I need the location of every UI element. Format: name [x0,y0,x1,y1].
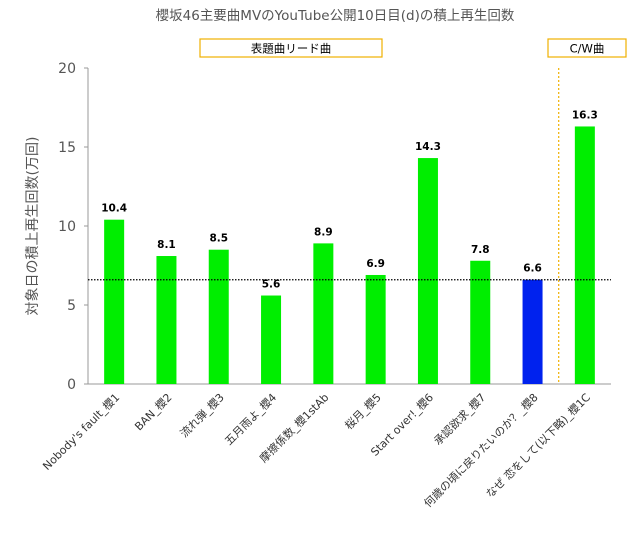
bar-9 [574,126,595,385]
group-label-0: 表題曲リード曲 [251,42,332,56]
chart-title: 櫻坂46主要曲MVのYouTube公開10日目(d)の積上再生回数 [156,7,515,24]
group-box-0 [199,38,383,58]
bar-2 [208,249,229,384]
x-tick-label-2: 流れ弾_櫻3 [177,390,227,440]
value-label-0: 10.4 [101,203,127,215]
value-label-4: 8.9 [314,226,333,238]
value-label-8: 6.6 [523,263,542,275]
y-axis-title: 対象日の積上再生回数(万回) [25,137,41,316]
y-tick-label-2: 10 [58,219,76,235]
x-tick-label-1: BAN_櫻2 [132,390,175,433]
value-label-1: 8.1 [157,239,176,251]
value-label-7: 7.8 [471,244,490,256]
value-label-9: 16.3 [572,109,598,121]
bar-4 [313,243,334,384]
bar-1 [156,256,177,384]
group-box-1 [547,38,627,58]
y-tick-label-4: 20 [58,61,76,77]
value-label-6: 14.3 [415,141,441,153]
x-tick-label-7: 承認欲求_櫻7 [431,390,489,448]
value-label-3: 5.6 [262,279,281,291]
bar-7 [470,260,491,384]
x-tick-label-8: 何歳の頃に戻りたいのか？_櫻8 [421,390,541,510]
bar-0 [104,219,125,384]
value-label-2: 8.5 [209,233,228,245]
bar-8 [522,279,543,384]
bar-3 [261,295,282,384]
x-tick-label-9: なぜ 恋をして(以下略)_櫻1C [483,390,593,500]
value-label-5: 6.9 [366,258,385,270]
x-tick-label-5: 桜月_櫻5 [342,390,384,432]
x-tick-label-3: 五月雨よ_櫻4 [222,390,280,448]
y-tick-label-0: 0 [67,377,76,393]
group-label-1: C/W曲 [570,42,605,56]
x-tick-label-0: Nobody's fault_櫻1 [40,390,123,473]
bar-5 [365,274,386,384]
y-tick-label-3: 15 [58,140,76,156]
y-tick-label-1: 5 [67,298,76,314]
bar-6 [417,158,438,384]
